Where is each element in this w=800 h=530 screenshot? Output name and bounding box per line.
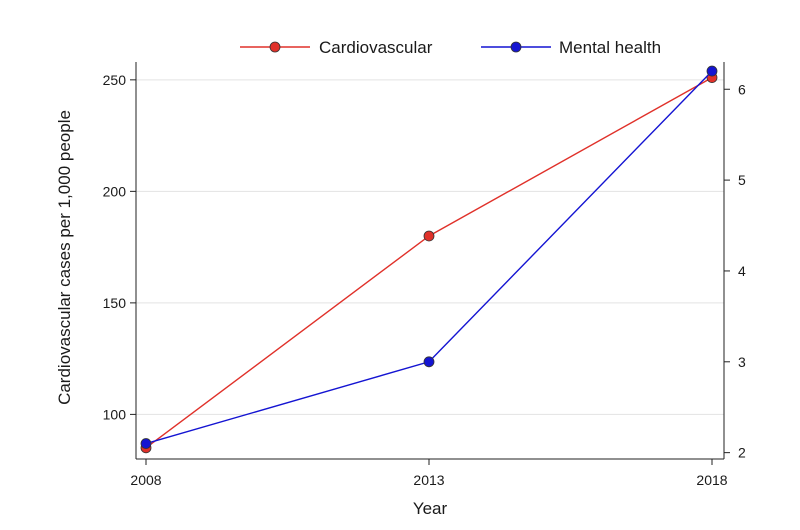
data-point — [140, 438, 152, 449]
axes — [135, 62, 725, 460]
legend-label: Cardiovascular — [319, 38, 433, 57]
y-tick-label-right: 6 — [738, 81, 746, 97]
data-point — [423, 356, 435, 368]
x-tick-label: 2008 — [130, 472, 161, 488]
legend-marker — [510, 41, 522, 53]
y-axis-title: Cardiovascular cases per 1,000 people — [55, 110, 74, 405]
ticks: 100 150 200 250 2 3 4 5 6 2008 2013 2018 — [103, 72, 746, 488]
x-axis-title: Year — [413, 499, 448, 518]
series-line-1 — [145, 77, 713, 449]
x-tick-label: 2013 — [413, 472, 444, 488]
y-tick-label-left: 150 — [103, 295, 127, 311]
data-point — [423, 230, 435, 242]
legend-marker — [269, 41, 281, 53]
y-tick-label-left: 200 — [103, 183, 127, 199]
data-point — [706, 65, 718, 77]
series-line-2 — [145, 70, 713, 445]
y-tick-label-right: 3 — [738, 354, 746, 370]
legend-label: Mental health — [559, 38, 661, 57]
legend: Cardiovascular Mental health — [240, 38, 661, 57]
y-tick-label-right: 4 — [738, 263, 746, 279]
x-tick-label: 2018 — [696, 472, 727, 488]
y-tick-label-left: 250 — [103, 72, 127, 88]
gridlines — [136, 79, 724, 415]
y-tick-label-right: 5 — [738, 172, 746, 188]
y-tick-label-left: 100 — [103, 406, 127, 422]
series-group — [140, 65, 718, 454]
y-tick-label-right: 2 — [738, 445, 746, 461]
